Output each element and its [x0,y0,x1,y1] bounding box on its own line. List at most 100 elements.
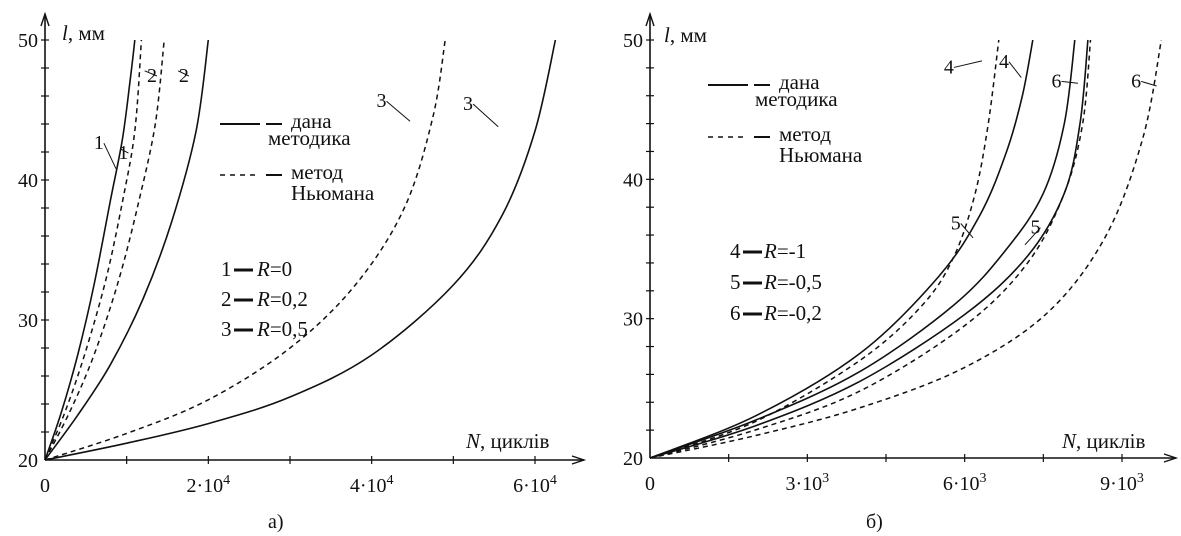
series-5-solid-curve [649,39,1076,459]
curve-label: 3 [376,90,386,112]
chart-a-legend-solid: дана методика [220,109,351,150]
chart-b-legend: дана методика метод Ньюмана [708,70,863,167]
chart-b-y-axis-arrow [645,11,655,27]
chart-b-y-axis-title: l, мм [664,23,707,47]
curve-label-leader [1141,80,1157,87]
legend-dashed-label-line1: метод [779,122,831,146]
chart-b-ticks: 20 30 40 50 0 3·103 6·103 9·103 [623,30,1144,495]
y-tick-label: 40 [18,170,38,192]
curve-label-leader [177,70,190,77]
curve-label: 4 [944,56,954,78]
x-tick-label: 2·104 [186,473,230,497]
chart-b-axes [645,11,1179,463]
legend-dashed-label-line2: Ньюмана [779,143,863,167]
chart-a-axes [40,11,587,465]
x-tick-label: 6·103 [943,471,987,495]
chart-b-caption: б) [866,511,883,533]
y-tick-label: 50 [18,30,38,52]
y-tick-label: 20 [623,448,643,470]
curve-label-leader [120,148,129,154]
curve-label: 3 [463,93,473,115]
curve-label-leader [1061,80,1079,84]
curve-label-leader [386,100,411,122]
legend-solid-label-line2: методика [755,87,838,111]
r-legend-value: R=0 [256,257,292,281]
curve-label-leader [1008,61,1022,78]
r-legend-value: R=0,2 [256,287,308,311]
curve-label: 2 [179,65,189,87]
x-tick-label: 3·103 [785,471,829,495]
chart-panel-b: 20 30 40 50 0 3·103 6·103 9·103 4 4 6 6 5 5 l, мм N,… [623,11,1179,533]
chart-b-curve-labels: 4 4 6 6 5 5 [944,51,1157,246]
r-legend-value: R=-0,5 [763,270,822,294]
chart-a-series [44,39,557,461]
curve-label-leader [144,70,158,77]
curve-label: 1 [118,142,128,164]
legend-dashed-label-line2: Ньюмана [291,181,375,205]
y-tick-label: 30 [623,309,643,331]
curve-label-leader [103,142,117,170]
series-2-solid-curve [44,39,210,461]
chart-a-x-axis-arrow [571,455,587,465]
series-6-dashed-curve [649,39,1163,459]
y-tick-label: 50 [623,30,643,52]
r-legend-id: 1 [221,257,232,281]
r-legend-item: 6 R=-0,2 [730,301,822,325]
series-4-solid-curve [649,39,1034,459]
r-legend-item: 1 R=0 [221,257,292,281]
series-6-solid-curve [649,39,1089,459]
x-tick-label: 0 [645,473,655,495]
curve-label: 4 [999,51,1009,73]
r-legend-value: R=-0,2 [763,301,822,325]
chart-a-curve-labels: 1 12 23 3 [94,65,499,170]
r-legend-id: 6 [730,301,741,325]
legend-dashed-label-line1: метод [291,160,343,184]
chart-a-x-axis-title: N, циклів [465,429,550,453]
chart-a-ticks: 20 30 40 50 0 2·104 4·104 6·104 [18,30,557,497]
curve-label: 5 [1030,217,1040,239]
curve-label: 1 [94,132,104,154]
series-1-solid-curve [44,39,136,461]
curve-label-leader [1024,227,1041,246]
r-legend-id: 2 [221,287,232,311]
curve-label-leader [472,103,499,128]
chart-b-x-axis-arrow [1163,453,1179,463]
series-1-dashed-curve [44,39,143,461]
series-4-dashed-curve [649,39,1000,459]
r-legend-item: 3 R=0,5 [221,317,308,341]
legend-solid-label-line1: дана [779,70,820,94]
y-tick-label: 40 [623,169,643,191]
curve-label: 6 [1131,70,1141,92]
r-legend-item: 2 R=0,2 [221,287,308,311]
x-tick-label: 9·103 [1100,471,1144,495]
r-legend-value: R=-1 [763,239,806,263]
curve-label: 6 [1051,70,1061,92]
chart-a-r-legend: 1 R=0 2 R=0,2 3 R=0,5 [221,257,308,341]
r-legend-item: 4 R=-1 [730,239,806,263]
chart-a-y-axis-arrow [40,11,50,27]
r-legend-item: 5 R=-0,5 [730,270,822,294]
chart-a-y-axis-title: l, мм [62,21,105,45]
chart-b-legend-dashed: метод Ньюмана [708,122,863,167]
r-legend-id: 4 [730,239,741,263]
chart-b-r-legend: 4 R=-1 5 R=-0,5 6 R=-0,2 [730,239,822,325]
series-3-solid-curve [44,39,557,461]
y-tick-label: 30 [18,310,38,332]
chart-b-series [649,39,1163,459]
series-3-dashed-curve [44,39,446,461]
chart-b-legend-solid: дана методика [708,70,838,111]
series-2-dashed-curve [44,39,165,461]
legend-solid-label-line1: дана [291,109,332,133]
chart-a-legend: дана методика метод Ньюмана [220,109,375,205]
r-legend-id: 5 [730,270,741,294]
y-tick-label: 20 [18,450,38,472]
x-tick-label: 0 [40,475,50,497]
legend-solid-label-line2: методика [268,126,351,150]
r-legend-id: 3 [221,317,232,341]
r-legend-value: R=0,5 [256,317,308,341]
curve-label-leader [953,60,983,68]
x-tick-label: 6·104 [513,473,557,497]
curve-label: 2 [147,65,157,87]
